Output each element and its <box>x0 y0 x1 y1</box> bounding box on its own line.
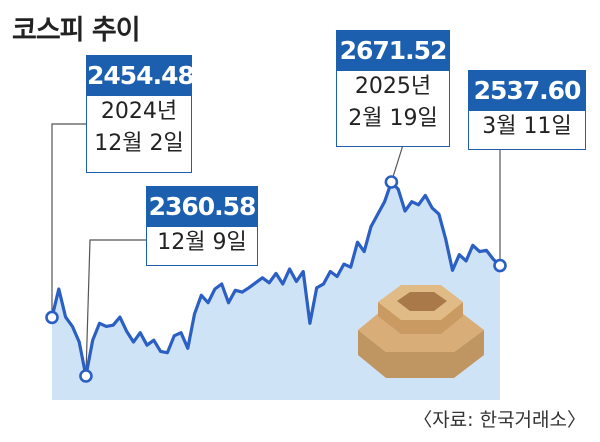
marker-point-3 <box>384 175 399 189</box>
callout-value: 2360.58 <box>147 187 257 227</box>
callout-value: 2454.48 <box>87 56 195 96</box>
leader-line-2 <box>85 239 146 377</box>
marker-point-4 <box>493 258 507 273</box>
callout-date-line: 2025년 <box>354 74 432 99</box>
coin-hole <box>397 292 447 311</box>
callout-date-line: 2024년 <box>100 99 178 124</box>
callout-value: 2537.60 <box>469 71 585 111</box>
marker-point-2 <box>79 369 93 383</box>
callout-date-line: 3월 11일 <box>482 114 572 139</box>
coin-base-side <box>358 330 484 378</box>
kospi-line <box>50 180 502 378</box>
chart-title: 코스피 추이 <box>12 15 141 46</box>
callout-date-line: 2월 19일 <box>348 106 438 131</box>
callout-value: 2671.52 <box>337 31 449 71</box>
callout-2537: 2537.60 3월 11일 <box>468 70 586 150</box>
hexagon-coin-illustration <box>358 285 484 378</box>
leader-line-1 <box>51 123 86 318</box>
source-note: 〈자료: 한국거래소〉 <box>413 409 586 431</box>
callout-2454: 2454.48 2024년 12월 2일 <box>86 55 195 173</box>
callout-2671: 2671.52 2025년 2월 19일 <box>336 30 450 147</box>
coin-top-side <box>378 302 463 334</box>
point-markers <box>45 175 507 383</box>
callout-date-line: 12월 2일 <box>94 131 184 156</box>
callout-date-line: 12월 9일 <box>157 230 247 255</box>
marker-point-1 <box>45 310 59 325</box>
callout-2360: 2360.58 12월 9일 <box>146 186 258 266</box>
